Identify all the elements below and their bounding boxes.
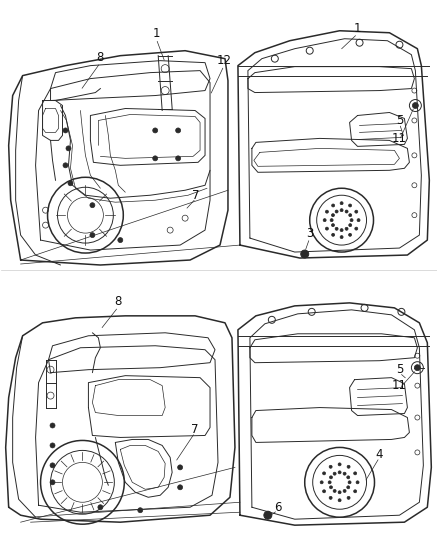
Text: 4: 4 <box>376 448 383 461</box>
Circle shape <box>347 465 350 469</box>
Circle shape <box>349 204 352 207</box>
Circle shape <box>118 238 123 243</box>
Text: 1: 1 <box>354 22 361 35</box>
Text: 11: 11 <box>392 379 407 392</box>
Circle shape <box>333 472 336 475</box>
Circle shape <box>349 233 352 236</box>
Circle shape <box>63 163 68 168</box>
Circle shape <box>332 214 335 216</box>
Circle shape <box>90 232 95 238</box>
Circle shape <box>329 465 332 469</box>
Circle shape <box>356 481 359 484</box>
Circle shape <box>340 209 343 212</box>
Text: 1: 1 <box>152 27 160 40</box>
Circle shape <box>66 146 71 151</box>
Circle shape <box>332 204 335 207</box>
Circle shape <box>320 481 323 484</box>
Text: 11: 11 <box>392 132 407 145</box>
Circle shape <box>178 485 183 490</box>
Circle shape <box>328 481 331 484</box>
Text: 7: 7 <box>192 189 200 201</box>
Circle shape <box>264 511 272 519</box>
Circle shape <box>153 128 158 133</box>
Circle shape <box>50 480 55 485</box>
Circle shape <box>338 491 341 494</box>
Text: 7: 7 <box>191 423 199 436</box>
Text: 5: 5 <box>396 114 403 127</box>
Circle shape <box>353 490 357 493</box>
Circle shape <box>355 210 358 213</box>
Circle shape <box>50 423 55 428</box>
Text: 3: 3 <box>306 227 314 240</box>
Circle shape <box>347 496 350 499</box>
Circle shape <box>329 496 332 499</box>
Circle shape <box>347 486 350 489</box>
Circle shape <box>323 219 326 222</box>
Circle shape <box>353 472 357 475</box>
Circle shape <box>348 481 351 484</box>
Circle shape <box>349 214 352 216</box>
Circle shape <box>349 224 352 227</box>
Text: 5: 5 <box>396 363 403 376</box>
Text: 8: 8 <box>97 51 104 64</box>
Circle shape <box>176 128 180 133</box>
Circle shape <box>63 128 68 133</box>
Circle shape <box>322 472 325 475</box>
Circle shape <box>178 465 183 470</box>
Circle shape <box>98 505 103 510</box>
Circle shape <box>68 181 73 186</box>
Circle shape <box>50 463 55 468</box>
Circle shape <box>325 227 328 230</box>
Circle shape <box>338 463 341 466</box>
Circle shape <box>340 229 343 232</box>
Circle shape <box>153 156 158 161</box>
Circle shape <box>325 210 328 213</box>
Text: 6: 6 <box>274 500 282 514</box>
Circle shape <box>322 490 325 493</box>
Circle shape <box>330 219 333 222</box>
Circle shape <box>332 224 335 227</box>
Circle shape <box>340 201 343 205</box>
Circle shape <box>414 365 420 370</box>
Circle shape <box>138 508 143 513</box>
Circle shape <box>329 486 332 489</box>
Circle shape <box>301 250 309 258</box>
Circle shape <box>345 227 348 230</box>
Circle shape <box>329 476 332 479</box>
Circle shape <box>345 210 348 213</box>
Circle shape <box>176 156 180 161</box>
Circle shape <box>355 227 358 230</box>
Text: 8: 8 <box>115 295 122 309</box>
Circle shape <box>413 102 418 109</box>
Circle shape <box>90 203 95 208</box>
Text: 12: 12 <box>216 54 232 67</box>
Circle shape <box>340 236 343 239</box>
Circle shape <box>343 472 346 475</box>
Circle shape <box>338 499 341 502</box>
Circle shape <box>357 219 360 222</box>
Circle shape <box>338 471 341 474</box>
Circle shape <box>333 489 336 492</box>
Circle shape <box>343 489 346 492</box>
Circle shape <box>50 443 55 448</box>
Circle shape <box>350 219 353 222</box>
Circle shape <box>335 227 338 230</box>
Circle shape <box>335 210 338 213</box>
Circle shape <box>332 233 335 236</box>
Circle shape <box>347 476 350 479</box>
